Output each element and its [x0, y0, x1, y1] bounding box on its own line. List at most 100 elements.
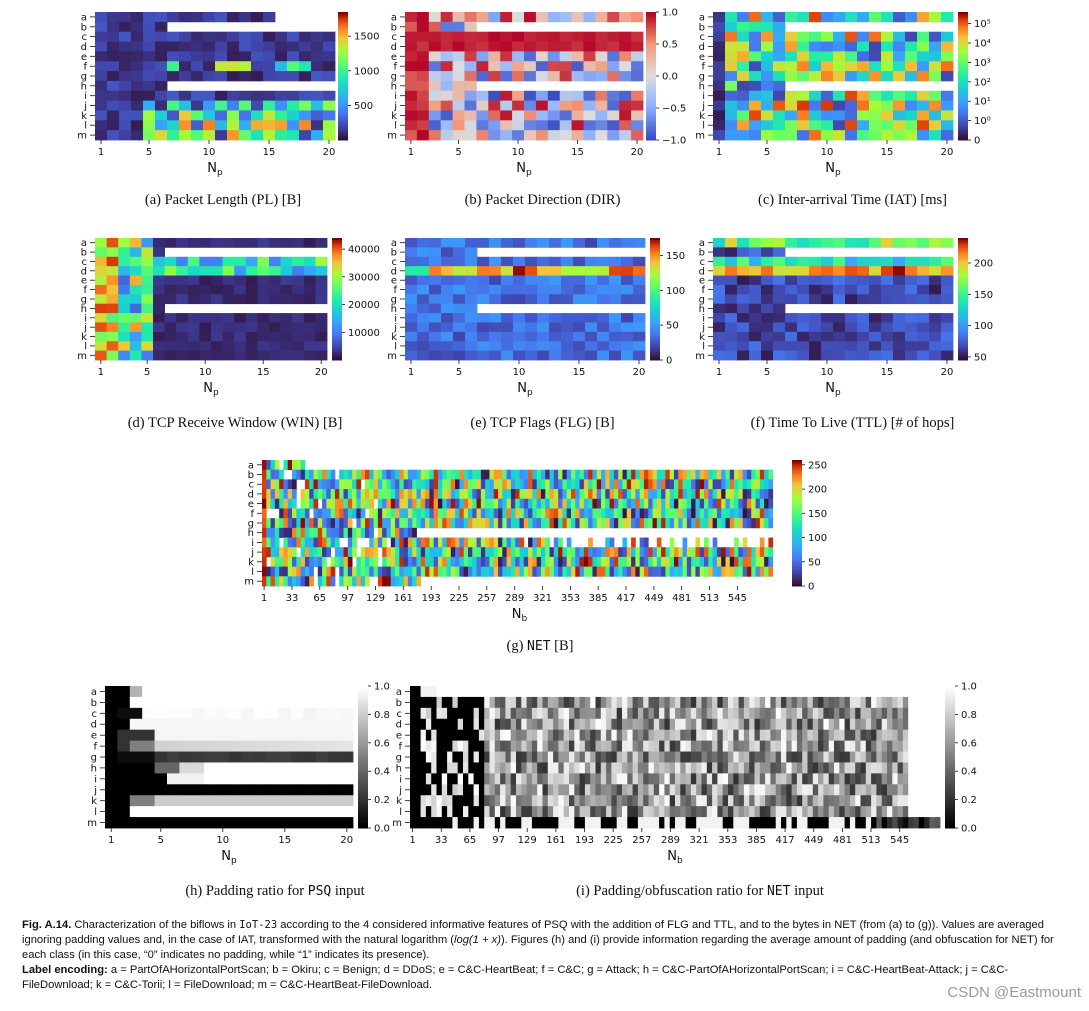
- heatmap-cell: [917, 51, 930, 62]
- heatmap-cell: [781, 718, 787, 731]
- heatmap-cell: [797, 275, 810, 286]
- row-label-i: i: [84, 313, 87, 324]
- heatmap-cell: [924, 686, 930, 698]
- heatmap-cell: [876, 729, 883, 742]
- heatmap-cell: [431, 751, 437, 763]
- heatmap-cell: [869, 313, 882, 323]
- heatmap-cell: [382, 489, 387, 500]
- heatmap-cell: [516, 696, 522, 709]
- x-tick-label: 10: [512, 147, 525, 158]
- heatmap-cell: [812, 686, 819, 698]
- heatmap-cell: [537, 238, 550, 248]
- heatmap-cell: [296, 537, 302, 548]
- heatmap-cell: [463, 489, 469, 500]
- heatmap-cell: [635, 508, 641, 519]
- row-label-f: f: [701, 62, 705, 73]
- heatmap-cell: [633, 275, 646, 286]
- heatmap-cell: [918, 729, 925, 742]
- row-label-e: e: [396, 731, 402, 742]
- heatmap-cell: [131, 120, 144, 131]
- heatmap-cell: [749, 12, 762, 23]
- heatmap-cell: [292, 537, 297, 548]
- heatmap-cell: [299, 71, 312, 82]
- heatmap-cell: [786, 751, 792, 763]
- heatmap-cell: [493, 469, 499, 480]
- heatmap-cell: [773, 275, 786, 286]
- heatmap-cell: [416, 80, 430, 92]
- heatmap-cell: [887, 817, 893, 829]
- heatmap-cell: [665, 556, 671, 568]
- heatmap-cell: [833, 110, 846, 121]
- heatmap-cell: [245, 275, 258, 286]
- heatmap-cell: [279, 547, 284, 558]
- heatmap-cell: [743, 806, 750, 818]
- heatmap-cell: [542, 707, 549, 720]
- heatmap-cell: [513, 284, 526, 295]
- heatmap-cell: [749, 696, 755, 709]
- heatmap-cell: [142, 773, 155, 785]
- heatmap-cell: [929, 341, 942, 352]
- heatmap-cell: [549, 256, 562, 267]
- heatmap-cell: [845, 100, 858, 111]
- heatmap-cell: [833, 100, 846, 111]
- heatmap-cell: [669, 806, 676, 818]
- heatmap-cell: [118, 266, 131, 276]
- heatmap-cell: [869, 71, 882, 82]
- heatmap-cell: [468, 795, 474, 807]
- heatmap-cell: [262, 537, 267, 548]
- heatmap-cell: [131, 80, 144, 92]
- heatmap-cell: [536, 537, 542, 548]
- heatmap-cell: [457, 751, 464, 763]
- heatmap-cell: [696, 686, 702, 698]
- heatmap-cell: [300, 556, 306, 568]
- heatmap-cell: [583, 130, 596, 141]
- heatmap-cell: [425, 784, 432, 796]
- heatmap-cell: [809, 350, 822, 361]
- heatmap-cell: [405, 100, 418, 111]
- heatmap-cell: [287, 566, 293, 577]
- heatmap-cell: [738, 508, 744, 519]
- heatmap-cell: [600, 751, 607, 763]
- heatmap-cell: [917, 12, 930, 23]
- heatmap-cell: [129, 238, 142, 248]
- colorbar-tick-label: 1500: [354, 32, 379, 43]
- heatmap-cell: [685, 729, 692, 742]
- heatmap-cell: [690, 784, 697, 796]
- caption-i: (i) Padding/obfuscation ratio for NET in…: [540, 883, 860, 900]
- heatmap-cell: [691, 489, 696, 500]
- heatmap-cell: [860, 795, 867, 807]
- heatmap-cell: [833, 350, 846, 361]
- heatmap-cell: [844, 751, 851, 763]
- x-tick-label: 161: [394, 593, 413, 604]
- heatmap-cell: [339, 518, 344, 529]
- heatmap-cell: [643, 795, 649, 807]
- heatmap-cell: [431, 740, 437, 752]
- heatmap-cell: [519, 479, 525, 490]
- heatmap-cell: [365, 498, 370, 509]
- heatmap-cell: [416, 518, 422, 529]
- heatmap-cell: [106, 303, 119, 314]
- heatmap-cell: [706, 686, 713, 698]
- heatmap-cell: [609, 238, 622, 248]
- heatmap-cell: [869, 331, 882, 342]
- heatmap-cell: [263, 100, 276, 111]
- heatmap-cell: [377, 566, 383, 577]
- heatmap-cell: [742, 469, 748, 480]
- heatmap-cell: [309, 518, 314, 529]
- heatmap-cell: [500, 130, 513, 141]
- heatmap-cell: [141, 322, 154, 333]
- heatmap-cell: [632, 686, 639, 698]
- heatmap-cell: [489, 729, 496, 742]
- heatmap-cell: [734, 518, 739, 529]
- heatmap-cell: [129, 806, 143, 818]
- heatmap-cell: [278, 762, 292, 774]
- heatmap-cell: [431, 773, 437, 785]
- heatmap-cell: [695, 498, 701, 509]
- heatmap-cell: [204, 784, 217, 796]
- heatmap-cell: [287, 547, 293, 558]
- heatmap-cell: [241, 751, 255, 763]
- heatmap-cell: [674, 469, 679, 480]
- heatmap-cell: [881, 12, 894, 23]
- heatmap-cell: [849, 762, 856, 774]
- heatmap-cell: [637, 751, 644, 763]
